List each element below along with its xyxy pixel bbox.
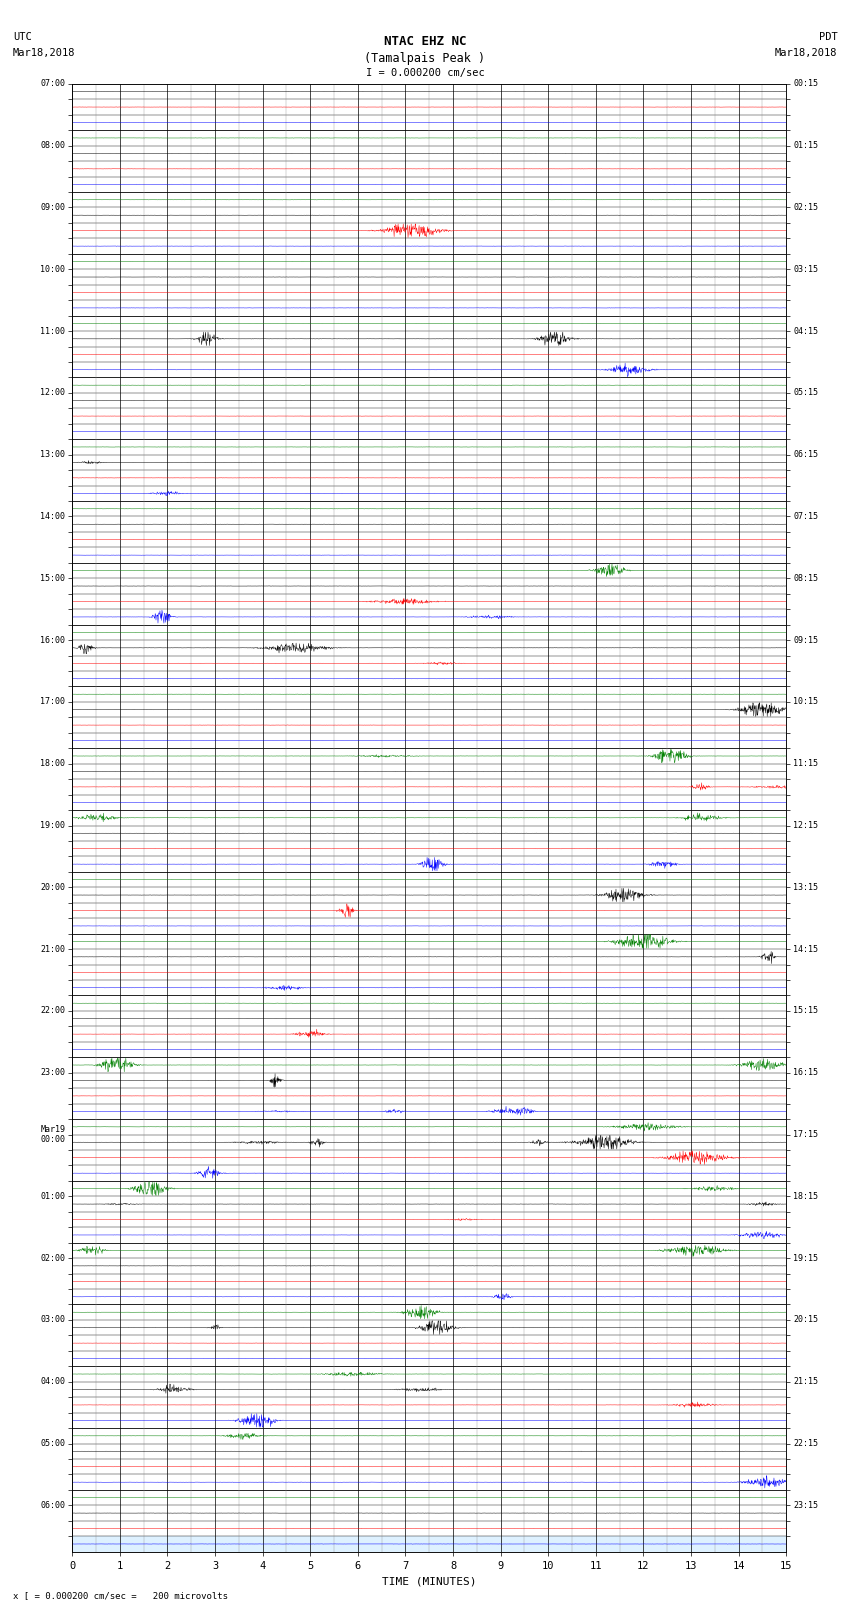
Text: Mar18,2018: Mar18,2018: [774, 48, 837, 58]
Text: UTC: UTC: [13, 32, 31, 42]
Text: Mar18,2018: Mar18,2018: [13, 48, 76, 58]
Text: PDT: PDT: [819, 32, 837, 42]
Text: (Tamalpais Peak ): (Tamalpais Peak ): [365, 52, 485, 65]
Text: x [ = 0.000200 cm/sec =   200 microvolts: x [ = 0.000200 cm/sec = 200 microvolts: [13, 1590, 228, 1600]
Text: I = 0.000200 cm/sec: I = 0.000200 cm/sec: [366, 68, 484, 77]
Bar: [72, 1536, 786, 1552]
Text: NTAC EHZ NC: NTAC EHZ NC: [383, 35, 467, 48]
X-axis label: TIME (MINUTES): TIME (MINUTES): [382, 1576, 477, 1586]
